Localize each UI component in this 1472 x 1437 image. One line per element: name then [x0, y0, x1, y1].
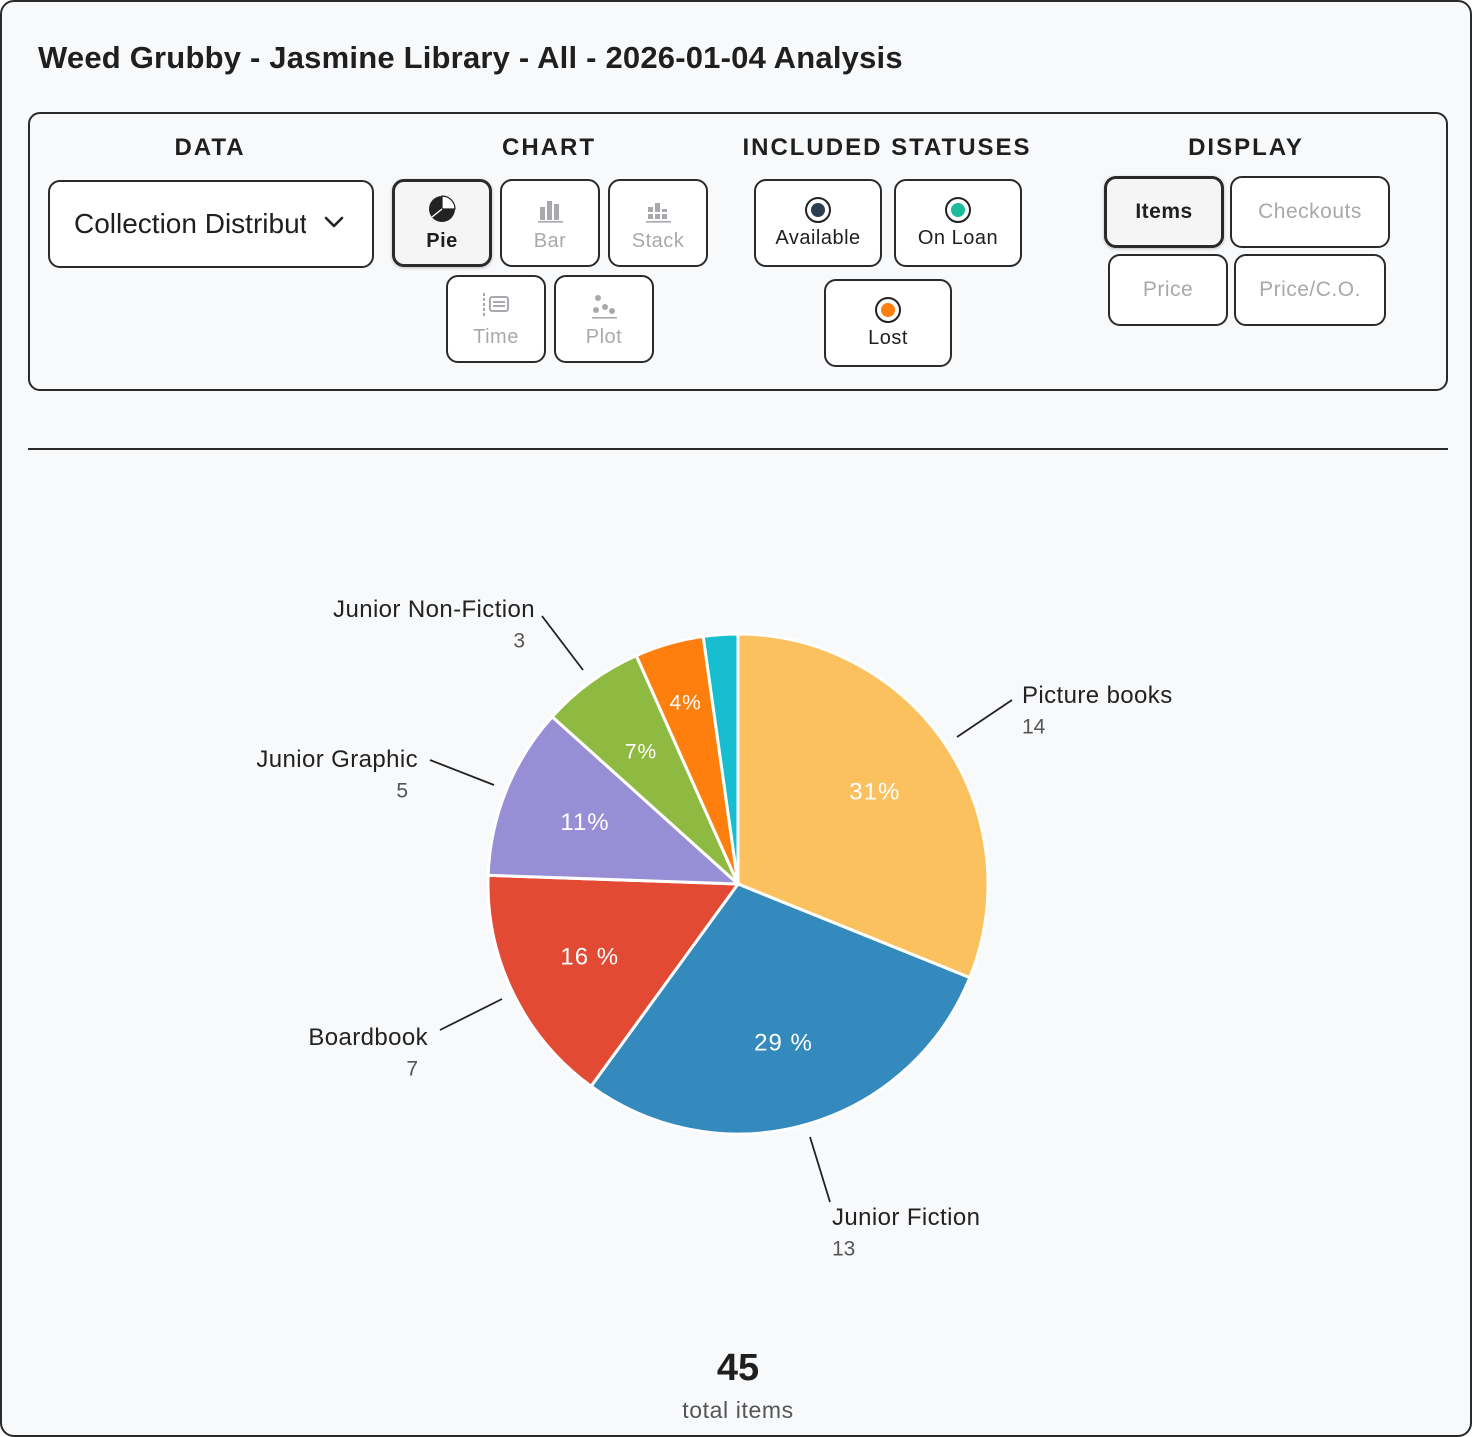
- slice-percent-label: 29 %: [754, 1030, 813, 1057]
- status-on-loan-label: On Loan: [917, 226, 999, 249]
- slice-category-label: Junior Fiction: [832, 1204, 980, 1231]
- display-items-label: Items: [1135, 200, 1193, 223]
- slice-category-label: Picture books: [1022, 682, 1173, 709]
- display-price-button[interactable]: Price: [1108, 254, 1228, 326]
- scatter-plot-icon: [592, 294, 617, 319]
- slice-percent-label: 16 %: [560, 943, 619, 970]
- chart-pie-label: Pie: [426, 229, 458, 252]
- slice-count-label: 3: [513, 629, 525, 652]
- controls-panel: DATA Collection Distribution CHART Pie: [28, 112, 1448, 391]
- radio-on-loan-icon: [945, 196, 971, 223]
- data-select-value: Collection Distribution: [74, 208, 306, 239]
- callout-line: [809, 1136, 831, 1203]
- status-available-label: Available: [775, 226, 861, 249]
- pie-slice: [736, 632, 990, 980]
- chart-time-label: Time: [473, 325, 519, 348]
- display-section-label: DISPLAY: [1188, 134, 1304, 161]
- status-on-loan-toggle[interactable]: On Loan: [894, 179, 1022, 267]
- statuses-section-label: INCLUDED STATUSES: [742, 134, 1032, 161]
- display-price-per-checkout-button[interactable]: Price/C.O.: [1234, 254, 1386, 326]
- display-price-per-checkout-label: Price/C.O.: [1259, 278, 1361, 301]
- status-lost-toggle[interactable]: Lost: [824, 279, 952, 367]
- bar-chart-icon: [538, 200, 563, 223]
- pie-slice: [701, 632, 740, 885]
- display-price-label: Price: [1142, 278, 1194, 301]
- pie-slice: [588, 882, 972, 1136]
- pie-slice: [486, 873, 741, 1089]
- chart-section-label: CHART: [502, 134, 596, 161]
- pie-chart-icon: [429, 194, 456, 222]
- chart-time-button[interactable]: Time: [446, 275, 546, 363]
- callout-line: [956, 699, 1013, 738]
- chart-bar-label: Bar: [533, 229, 567, 252]
- stacked-chart-icon: [646, 202, 671, 223]
- timeline-icon: [483, 292, 509, 317]
- callout-line: [439, 998, 503, 1031]
- data-select[interactable]: Collection Distribution: [48, 180, 374, 268]
- slice-category-label: Junior Graphic: [256, 746, 418, 773]
- chart-stack-button[interactable]: Stack: [608, 179, 708, 267]
- total-count: 45: [716, 1347, 760, 1389]
- slice-count-label: 5: [396, 779, 408, 802]
- chart-plot-button[interactable]: Plot: [554, 275, 654, 363]
- callout-line: [429, 759, 495, 786]
- total-count-label: total items: [682, 1397, 794, 1423]
- chart-plot-label: Plot: [585, 325, 623, 348]
- chart-stack-label: Stack: [631, 229, 685, 252]
- pie-slice: [486, 714, 743, 886]
- chevron-down-icon: [324, 216, 344, 228]
- slice-percent-label: 4%: [669, 691, 701, 714]
- data-section-label: DATA: [174, 134, 246, 161]
- display-items-button[interactable]: Items: [1104, 176, 1224, 248]
- radio-available-icon: [805, 196, 831, 223]
- slice-count-label: 14: [1022, 715, 1046, 738]
- chart-bar-button[interactable]: Bar: [500, 179, 600, 267]
- slice-percent-label: 11%: [560, 809, 609, 836]
- status-available-toggle[interactable]: Available: [754, 179, 882, 267]
- slice-count-label: 13: [832, 1237, 855, 1260]
- chart-pie-button[interactable]: Pie: [392, 179, 492, 267]
- slice-category-label: Boardbook: [308, 1024, 428, 1051]
- callout-line: [541, 615, 584, 671]
- slice-percent-label: 31%: [849, 779, 900, 806]
- slice-count-label: 7: [406, 1057, 418, 1080]
- section-divider: [28, 448, 1448, 450]
- status-lost-label: Lost: [868, 326, 908, 349]
- page-title: Weed Grubby - Jasmine Library - All - 20…: [38, 40, 903, 75]
- slice-percent-label: 7%: [625, 741, 657, 764]
- display-checkouts-button[interactable]: Checkouts: [1230, 176, 1390, 248]
- slice-category-label: Junior Non-Fiction: [333, 596, 535, 623]
- display-checkouts-label: Checkouts: [1258, 200, 1362, 223]
- radio-lost-icon: [875, 296, 901, 323]
